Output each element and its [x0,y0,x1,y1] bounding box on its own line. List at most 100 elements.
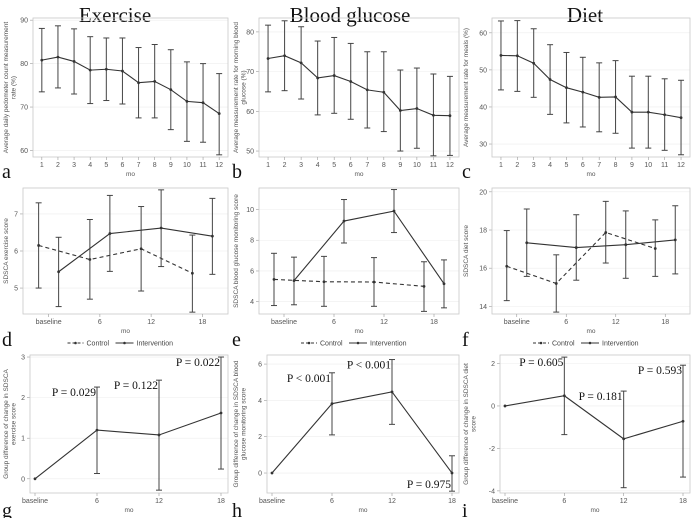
plot-frame [258,187,460,315]
plot-frame [32,17,229,158]
y-tick-label: -2 [489,446,495,453]
y-tick-label: 6 [258,362,262,369]
p-value-label: P < 0.001 [287,373,331,385]
plot-frame [22,187,229,315]
data-point [270,471,274,475]
data-point [219,411,223,415]
data-point [505,264,509,268]
legend-intervention-label: Intervention [137,341,174,348]
data-point [681,419,685,423]
series-line-measurement-rate [500,54,682,119]
data-point [272,278,276,281]
x-tick-label: 7 [137,162,141,169]
data-point [266,57,270,60]
y-axis-label-line: rate (%) [11,76,18,99]
data-point [342,219,346,223]
y-axis-label: SDSCA blood glucose monitoring score [233,194,240,308]
data-point [210,234,214,238]
data-point [33,477,37,481]
x-tick-label: 4 [548,162,552,169]
y-axis-label-line: Group difference of change in SDSCA diet [463,363,470,485]
plot-frame [266,354,460,494]
y-tick-label: 4 [258,398,262,405]
p-value-label: P = 0.029 [52,387,96,399]
data-point [185,100,189,103]
data-point [95,428,99,432]
y-axis-label: Group difference of change in SDSCA diet… [463,363,478,485]
data-point [169,88,173,92]
y-tick-label: 80 [20,61,28,68]
data-point [349,80,353,83]
x-tick-label: 2 [515,162,519,169]
x-tick-label: 4 [88,162,92,169]
data-point [88,258,92,261]
y-tick-label: 1 [21,436,25,443]
data-point [390,390,394,394]
y-axis-label: Group difference of change in SDSCAexerc… [3,368,18,478]
y-axis-label-line: SDSCA blood glucose monitoring score [233,194,240,308]
y-axis-label: SDSCA diet score [463,225,470,277]
x-tick-label: 12 [620,498,628,505]
y-tick-label: 0 [258,471,262,478]
data-point [108,232,112,235]
p-value-label: P = 0.181 [579,391,623,403]
y-tick-label: 50 [246,149,254,156]
series-line-control [38,244,193,274]
panel-letter: g [2,500,12,518]
x-axis-label: mo [354,328,363,335]
data-point [622,437,626,441]
column-title-diet: Diet [567,3,603,27]
legend-control-label: Control [552,341,575,348]
x-tick-label: 18 [430,319,438,326]
series-line-intervention [526,239,676,249]
data-point [190,271,194,275]
y-axis-label-line: glucose monitoring score [241,387,248,460]
x-tick-label: 5 [332,162,336,169]
y-tick-label: 6 [250,268,254,275]
p-value-label: P = 0.593 [638,365,682,377]
data-point [562,394,566,398]
data-point [37,244,41,247]
series-line-control [506,231,656,285]
x-tick-label: 6 [330,498,334,505]
p-value-label: P = 0.022 [176,357,220,369]
data-point [614,95,617,99]
x-axis-label: mo [124,507,133,514]
x-tick-label: 18 [198,319,206,326]
data-point [56,55,60,59]
y-tick-label: 6 [14,249,18,256]
x-tick-label: 12 [147,319,155,326]
y-tick-label: 60 [246,109,254,116]
series-line-intervention [58,227,213,273]
y-tick-label: 10 [246,207,254,214]
data-point [217,112,221,115]
series-line-group-difference [271,391,453,474]
legend-control-marker [307,341,311,345]
x-axis-label: mo [586,171,595,178]
y-tick-label: 8 [250,238,254,245]
y-tick-label: 0 [491,403,495,410]
x-tick-label: 2 [56,162,60,169]
x-tick-label: 6 [95,498,99,505]
legend-control-marker [539,341,543,345]
data-point [515,54,519,58]
y-tick-label: 18 [479,228,487,235]
legend-intervention-label: Intervention [370,341,407,348]
y-axis-label-line: Group difference of change in SDSCA [3,368,10,478]
x-tick-label: 1 [499,162,503,169]
data-point [372,280,376,284]
y-tick-label: 2 [21,395,25,402]
data-point [153,80,157,83]
series-line-measurement-rate [267,55,450,117]
y-tick-label: -4 [489,488,495,495]
x-tick-label: baseline [36,319,62,326]
legend-intervention-label: Intervention [602,341,639,348]
x-tick-label: 6 [332,319,336,326]
x-tick-label: baseline [22,498,48,505]
x-tick-label: 12 [388,498,396,505]
plot-frame [258,17,460,158]
x-tick-label: 18 [679,498,687,505]
